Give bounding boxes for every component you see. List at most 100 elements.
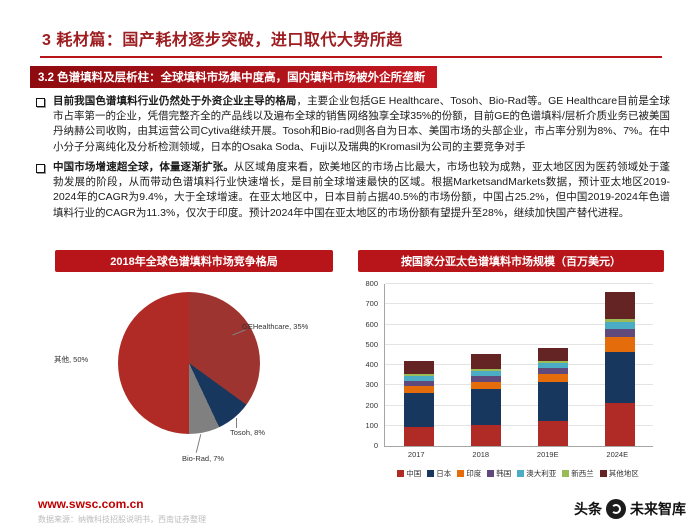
bar-chart: 0 100 200 300 400 500 600 700 800 2017 2018 2019E 2… bbox=[356, 276, 666, 491]
subsection-banner: 3.2 色谱填料及层析柱：全球填料市场集中度高，国内填料市场被外企所垄断 bbox=[30, 66, 438, 88]
gridline bbox=[385, 364, 653, 365]
bar-segment-4 bbox=[403, 376, 434, 381]
bar-column-2024E bbox=[604, 292, 635, 446]
bar-segment-6 bbox=[537, 348, 568, 361]
bar-column-2017 bbox=[403, 361, 434, 446]
legend-swatch bbox=[457, 470, 465, 477]
bar-segment-3 bbox=[537, 367, 568, 374]
x-axis: 2017 2018 2019E 2024E bbox=[384, 450, 652, 459]
legend-item-4: 澳大利亚 bbox=[517, 468, 556, 479]
legend-swatch bbox=[599, 470, 607, 477]
bar-segment-6 bbox=[403, 361, 434, 375]
section-title: 3 耗材篇：国产耗材逐步突破，进口取代大势所趋 bbox=[42, 32, 403, 49]
y-tick-label: 600 bbox=[365, 319, 378, 329]
bullet-square-icon bbox=[36, 163, 45, 173]
y-tick-label: 100 bbox=[365, 420, 378, 430]
bar-chart-title: 按国家分亚太色谱填料市场规模（百万美元） bbox=[358, 250, 664, 272]
bar-segment-2 bbox=[403, 386, 434, 394]
bar-segment-1 bbox=[470, 389, 501, 425]
y-tick-label: 400 bbox=[365, 360, 378, 369]
bar-segment-4 bbox=[470, 370, 501, 376]
bar-segment-3 bbox=[403, 380, 434, 387]
y-tick-label: 200 bbox=[365, 400, 378, 410]
watermark-prefix: 头条 bbox=[574, 501, 602, 517]
bar-segment-5 bbox=[403, 374, 434, 377]
bar-segment-6 bbox=[470, 354, 501, 369]
gridline bbox=[385, 323, 653, 325]
x-tick-label: 2017 bbox=[407, 450, 425, 459]
bullet-item-2: 中国市场增速超全球，体量逐渐扩张。从区域角度来看，欧美地区的市场占比最大，市场也… bbox=[36, 160, 670, 221]
bullet-text: 中国市场增速超全球，体量逐渐扩张。从区域角度来看，欧美地区的市场占比最大，市场也… bbox=[53, 160, 670, 221]
x-tick-label: 2019E bbox=[536, 450, 559, 459]
legend-swatch bbox=[427, 470, 435, 477]
bullet-lead: 目前我国色谱填料行业仍然处于外资企业主导的格局 bbox=[53, 95, 297, 107]
bullet-text: 目前我国色谱填料行业仍然处于外资企业主导的格局，主要企业包括GE Healthc… bbox=[53, 94, 670, 155]
bar-segment-4 bbox=[604, 321, 635, 329]
gridline bbox=[385, 404, 653, 406]
bar-segment-1 bbox=[403, 393, 434, 427]
watermark: 头条 未来智库 bbox=[574, 499, 686, 519]
chart-legend: 中国 日本 印度 韩国 澳大利亚 新西兰 其他地区 bbox=[384, 468, 652, 479]
pie-label-biorad: Bio-Rad, 7% bbox=[182, 454, 225, 463]
legend-item-0: 中国 bbox=[397, 468, 421, 479]
bar-segment-0 bbox=[470, 424, 501, 446]
bar-segment-0 bbox=[604, 402, 635, 446]
website-text: www.swsc.com.cn bbox=[38, 497, 144, 511]
pie-graphic bbox=[118, 292, 260, 434]
bar-segment-6 bbox=[604, 292, 635, 319]
pie-leader-line bbox=[195, 434, 202, 453]
bar-segment-3 bbox=[604, 328, 635, 338]
watermark-suffix: 未来智库 bbox=[630, 501, 686, 517]
pie-leader-line bbox=[236, 418, 237, 428]
gridline bbox=[385, 283, 653, 284]
bar-segment-1 bbox=[604, 352, 635, 403]
bullet-lead: 中国市场增速超全球，体量逐渐扩张。 bbox=[53, 160, 234, 173]
bar-segment-4 bbox=[537, 363, 568, 368]
gridline bbox=[385, 343, 653, 345]
x-tick-label: 2018 bbox=[472, 450, 490, 459]
bar-segment-2 bbox=[470, 381, 501, 390]
bar-segment-3 bbox=[470, 375, 501, 382]
pie-chart-title: 2018年全球色谱填料市场竞争格局 bbox=[55, 250, 333, 272]
bar-segment-0 bbox=[537, 421, 568, 446]
pie-label-tosoh: Tosoh, 8% bbox=[230, 428, 266, 437]
pie-chart: GEHealthcare, 35% 其他, 50% Tosoh, 8% Bio-… bbox=[40, 278, 352, 483]
gridline bbox=[385, 303, 653, 305]
bar-segment-2 bbox=[537, 373, 568, 382]
legend-label: 印度 bbox=[466, 469, 482, 478]
y-tick-label: 700 bbox=[365, 299, 378, 309]
bar-segment-5 bbox=[604, 318, 635, 322]
y-tick-label: 800 bbox=[365, 279, 378, 288]
legend-item-6: 其他地区 bbox=[599, 468, 639, 479]
gridline bbox=[385, 424, 653, 426]
legend-label: 中国 bbox=[406, 469, 422, 478]
plot-area bbox=[384, 283, 653, 447]
legend-label: 日本 bbox=[436, 469, 452, 478]
legend-swatch bbox=[562, 470, 570, 477]
bullet-item-1: 目前我国色谱填料行业仍然处于外资企业主导的格局，主要企业包括GE Healthc… bbox=[36, 94, 670, 155]
pie-label-gehealthcare: GEHealthcare, 35% bbox=[242, 322, 309, 331]
data-source-note: 数据来源：纳微科技招股说明书，西南证券整理 bbox=[38, 515, 206, 524]
bar-segment-5 bbox=[470, 368, 501, 371]
y-tick-label: 0 bbox=[373, 441, 378, 450]
legend-label: 韩国 bbox=[496, 469, 512, 478]
legend-swatch bbox=[397, 470, 405, 477]
gridline bbox=[385, 384, 653, 386]
bar-column-2019E bbox=[537, 348, 568, 446]
bar-segment-5 bbox=[537, 360, 568, 363]
bullet-square-icon bbox=[36, 98, 45, 107]
title-underline bbox=[40, 56, 662, 58]
legend-item-3: 韩国 bbox=[487, 468, 511, 479]
legend-item-2: 印度 bbox=[457, 468, 481, 479]
bar-segment-0 bbox=[403, 426, 434, 446]
legend-item-5: 新西兰 bbox=[562, 468, 594, 479]
y-axis: 0 100 200 300 400 500 600 700 800 bbox=[356, 279, 382, 450]
bar-column-2018 bbox=[470, 354, 501, 446]
legend-label: 新西兰 bbox=[571, 469, 594, 478]
pie-label-other: 其他, 50% bbox=[54, 355, 89, 364]
zhiku-logo-icon bbox=[606, 499, 626, 519]
bullet-body: ，主要企业包括GE Healthcare、Tosoh、Bio-Rad等。GE H… bbox=[53, 95, 671, 153]
x-tick-label: 2024E bbox=[606, 450, 629, 459]
legend-swatch bbox=[517, 470, 525, 477]
